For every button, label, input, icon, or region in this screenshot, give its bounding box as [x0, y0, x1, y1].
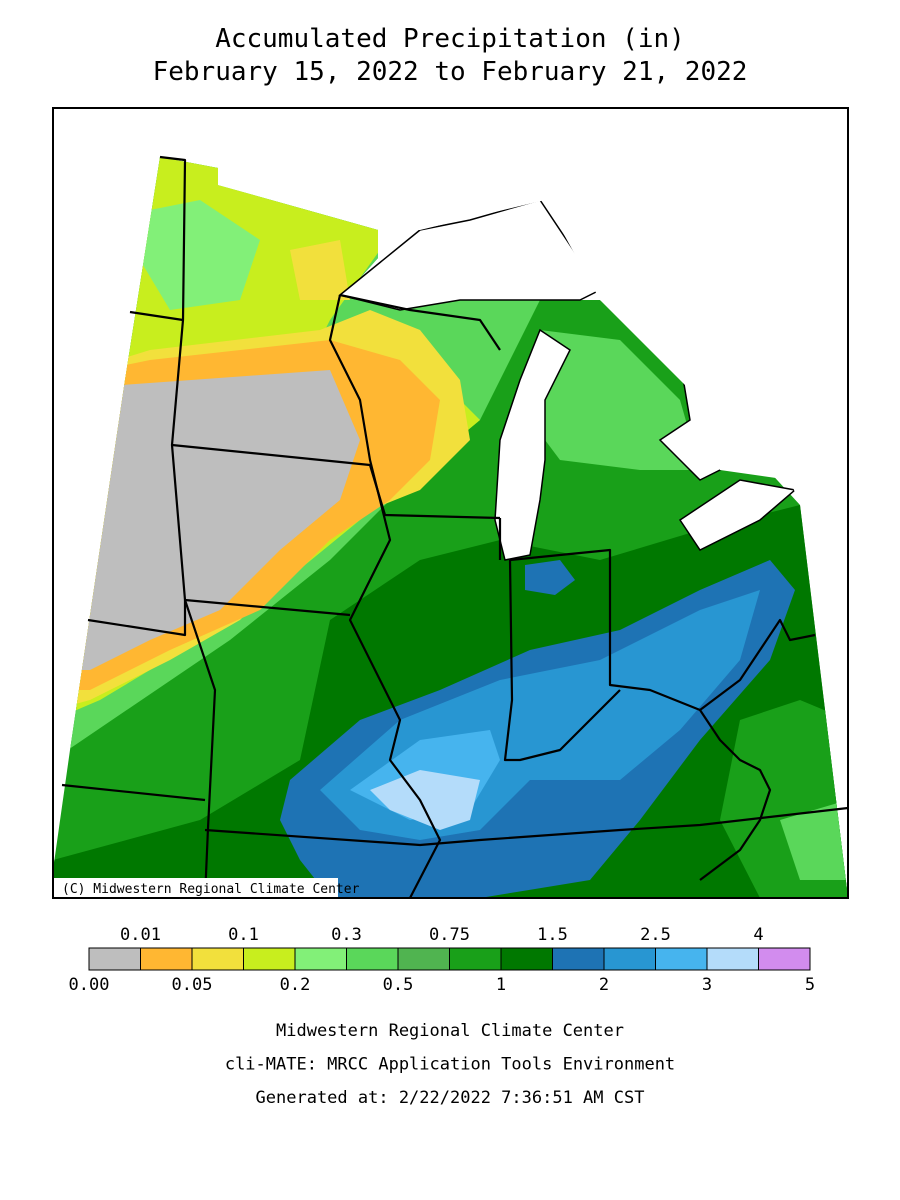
legend-swatch [500, 947, 553, 971]
legend-label: 2 [599, 975, 609, 995]
legend-swatch [346, 947, 399, 971]
legend-label: 0.00 [69, 975, 110, 995]
lake-michigan [494, 328, 571, 561]
legend-swatch [243, 947, 296, 971]
footer-line: Generated at: 2/22/2022 7:36:51 AM CST [256, 1088, 645, 1108]
legend-label: 4 [753, 925, 763, 945]
map: (C) Midwestern Regional Climate Center [53, 108, 848, 898]
state-line [129, 310, 184, 322]
legend-label: 1 [496, 975, 506, 995]
legend-label: 0.5 [383, 975, 414, 995]
legend-label: 2.5 [640, 925, 671, 945]
legend-label: 0.2 [280, 975, 311, 995]
lake-erie [678, 479, 797, 551]
state-line [204, 806, 848, 847]
footer-line: cli-MATE: MRCC Application Tools Environ… [225, 1055, 675, 1075]
legend-swatch [88, 947, 141, 971]
legend-label: 0.3 [331, 925, 362, 945]
field-blue-patch [525, 560, 575, 595]
field-gray [53, 370, 360, 670]
legend-swatch [191, 947, 244, 971]
subtitle: February 15, 2022 to February 21, 2022 [153, 57, 748, 87]
legend-label: 0.75 [429, 925, 470, 945]
footer: Midwestern Regional Climate Center cli-MA… [225, 1021, 675, 1108]
title: Accumulated Precipitation (in) [215, 24, 685, 54]
legend-swatch [397, 947, 450, 971]
credit-box [53, 878, 338, 898]
credit: (C) Midwestern Regional Climate Center [62, 882, 360, 897]
state-line [87, 598, 351, 637]
state-line [699, 709, 772, 881]
legend-label: 1.5 [537, 925, 568, 945]
map-frame [52, 107, 849, 899]
legend-swatch [552, 947, 605, 971]
legend-swatch [655, 947, 708, 971]
legend: 0.01 0.1 0.3 0.75 1.5 2.5 4 0.00 0.05 0.2 0.5 1 2 3 5 [69, 925, 816, 995]
legend-swatch [758, 947, 811, 971]
field-yellow-patch [290, 240, 350, 300]
legend-swatch [603, 947, 656, 971]
legend-swatch [294, 947, 347, 971]
legend-label: 0.05 [172, 975, 213, 995]
field-east-light [780, 800, 848, 880]
legend-label: 0.01 [120, 925, 161, 945]
legend-swatch [140, 947, 193, 971]
state-line [339, 293, 501, 351]
field-green-patch [140, 200, 260, 310]
legend-label: 5 [805, 975, 815, 995]
canada [218, 108, 848, 505]
state-line [61, 783, 206, 802]
field-michigan-green [530, 330, 700, 470]
legend-swatch [706, 947, 759, 971]
footer-line: Midwestern Regional Climate Center [276, 1021, 624, 1041]
state-line [503, 559, 621, 762]
legend-label: 3 [702, 975, 712, 995]
state-line [328, 294, 442, 898]
legend-swatch [449, 947, 502, 971]
legend-label: 0.1 [228, 925, 259, 945]
field-pale-blue [370, 770, 480, 830]
